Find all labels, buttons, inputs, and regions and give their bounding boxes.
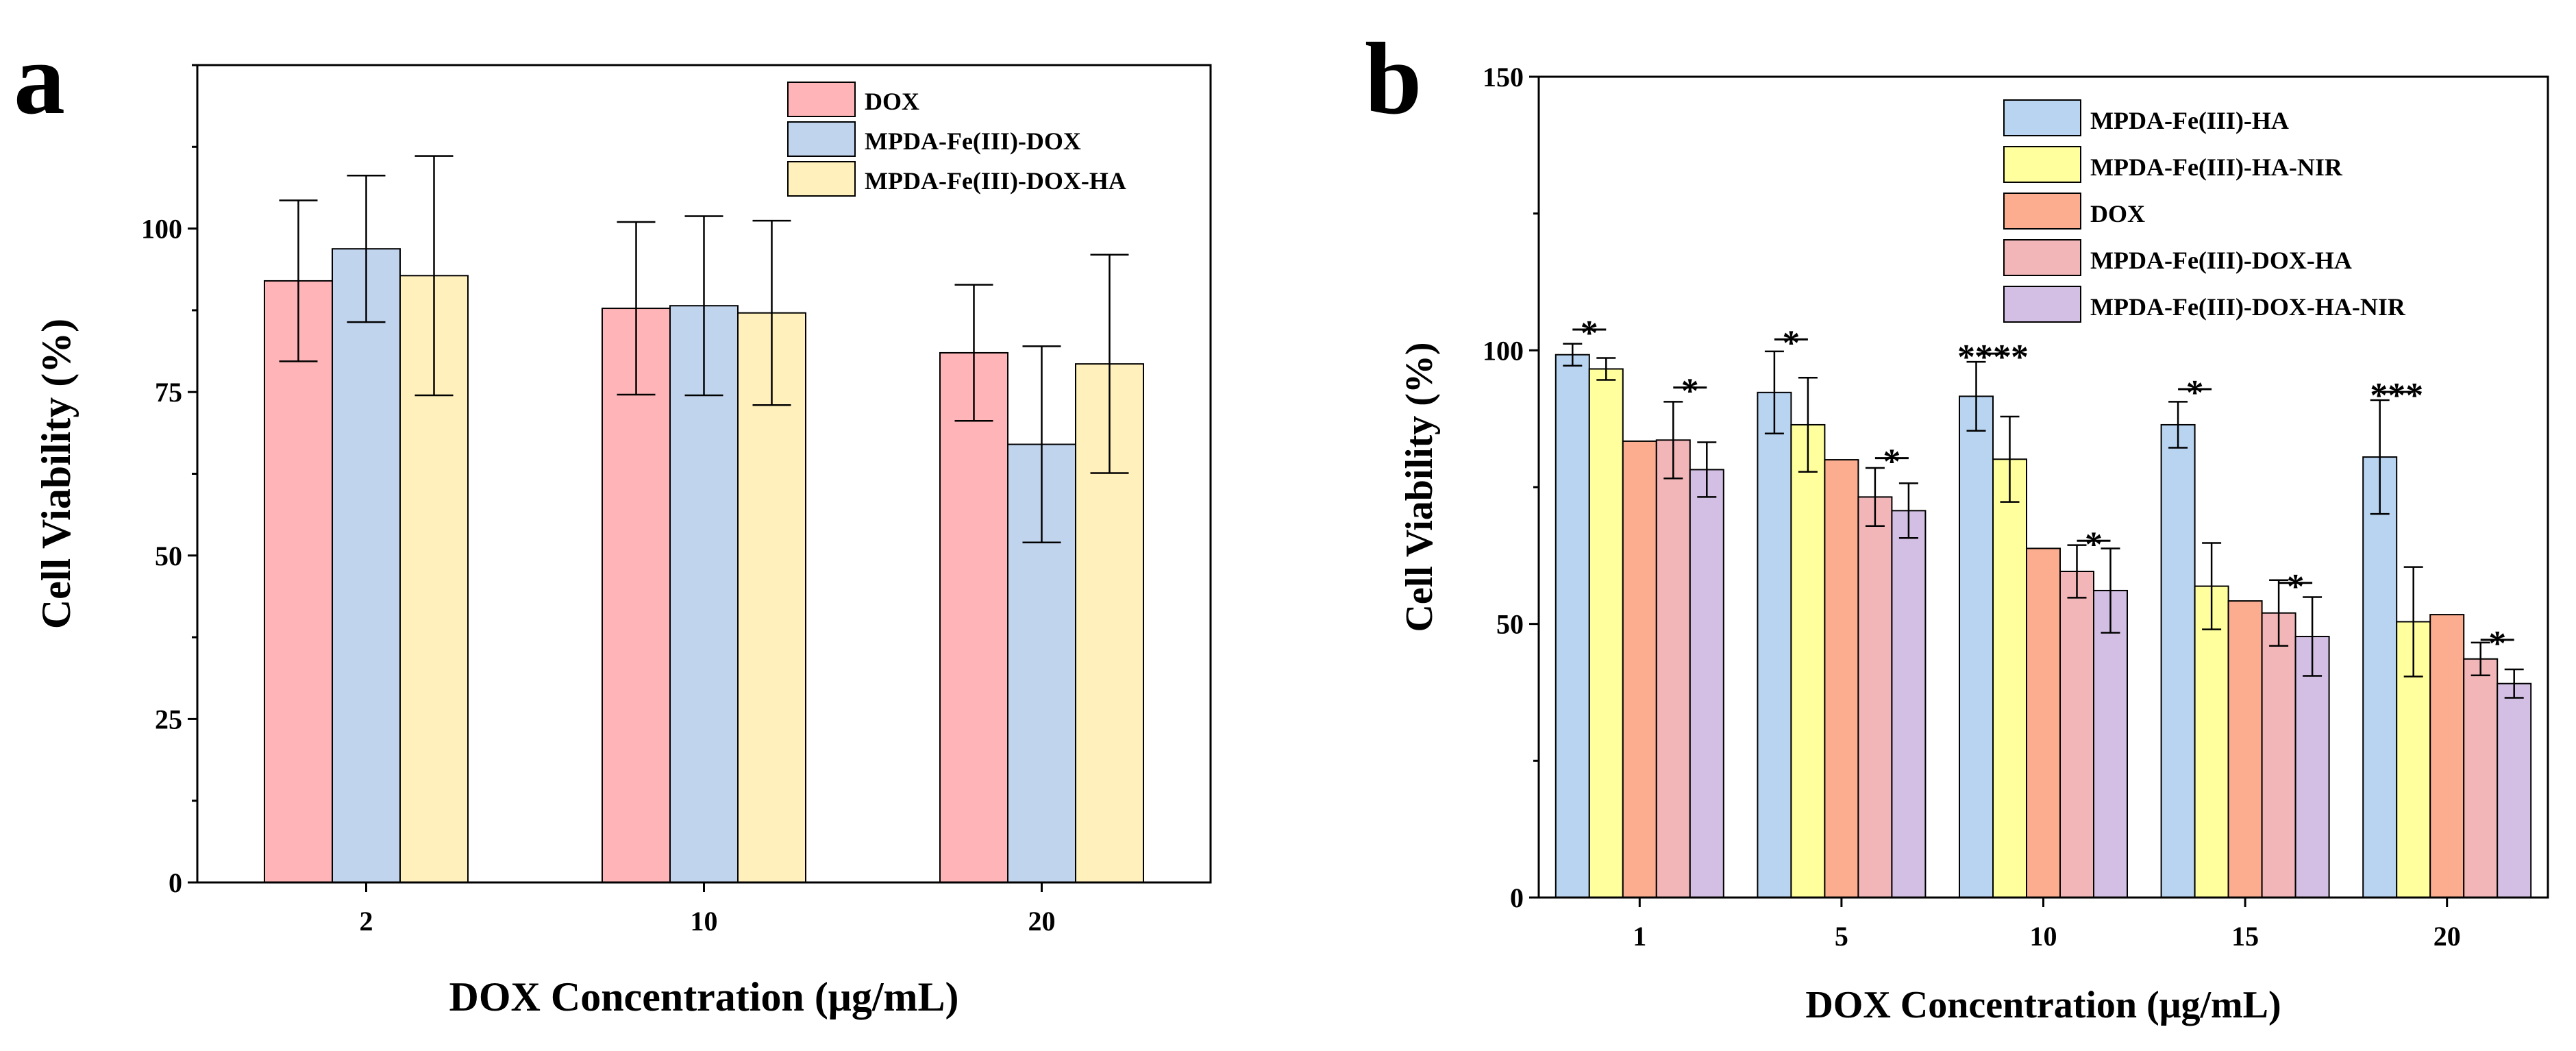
bar: [264, 280, 333, 883]
y-tick-label: 75: [155, 377, 182, 408]
bar: [2093, 589, 2128, 898]
bar: [737, 312, 806, 883]
y-tick-label: 0: [169, 867, 182, 898]
bar: [1857, 496, 1893, 898]
x-axis-title: DOX Concentration (μg/mL): [1805, 984, 2281, 1026]
bar: [2227, 600, 2263, 898]
bar: [602, 308, 671, 883]
legend-swatch: [2003, 146, 2081, 183]
bar: [1655, 439, 1691, 898]
significance-label: *: [2287, 567, 2305, 606]
bar: [2429, 614, 2465, 899]
x-tick-label: 1: [1633, 921, 1646, 952]
x-tick-label: 10: [2030, 921, 2057, 952]
bar: [669, 305, 739, 884]
bar: [1689, 469, 1724, 898]
bar: [1588, 368, 1624, 898]
significance-label: *: [1581, 314, 1598, 353]
y-tick-label: 150: [1483, 62, 1524, 92]
legend-swatch: [787, 121, 856, 157]
y-tick-label: 100: [141, 214, 182, 245]
legend-swatch: [787, 161, 856, 197]
bar: [1992, 458, 2027, 898]
legend-entry-label: MPDA-Fe(III)-DOX-HA-NIR: [2090, 293, 2406, 321]
legend-entry-label: MPDA-Fe(III)-DOX-HA: [865, 167, 1126, 195]
legend-entry-label: MPDA-Fe(III)-HA: [2090, 107, 2289, 134]
bar: [2026, 547, 2061, 899]
y-tick-label: 25: [155, 704, 182, 734]
x-tick-label: 10: [691, 906, 718, 937]
legend-entry-label: MPDA-Fe(III)-HA-NIR: [2090, 153, 2343, 181]
significance-label: *: [1883, 443, 1900, 482]
significance-label: *: [2186, 373, 2204, 412]
bar: [1757, 391, 1792, 898]
x-tick-label: 20: [2433, 921, 2461, 952]
significance-label: *: [2488, 624, 2506, 663]
bar: [332, 248, 401, 883]
bar: [1959, 395, 1994, 898]
significance-label: ****: [1957, 338, 2029, 377]
legend-entry-label: MPDA-Fe(III)-DOX: [865, 127, 1081, 155]
bar: [1891, 510, 1927, 898]
panel-label: b: [1365, 22, 1422, 136]
bar: [2160, 423, 2196, 898]
y-axis-title: Cell Viability (%): [34, 319, 79, 629]
y-tick-label: 100: [1483, 335, 1524, 366]
bar: [2463, 658, 2499, 898]
y-tick-label: 0: [1510, 882, 1524, 913]
legend-swatch: [2003, 193, 2081, 230]
bar: [1790, 423, 1826, 898]
bar: [1622, 440, 1657, 898]
legend-swatch: [2003, 286, 2081, 323]
significance-label: *: [1681, 372, 1699, 411]
y-tick-label: 50: [155, 541, 182, 571]
x-tick-label: 5: [1835, 921, 1848, 952]
panel-label: a: [14, 22, 65, 136]
legend-entry-label: DOX: [2090, 200, 2145, 227]
significance-label: *: [1782, 323, 1800, 362]
bar: [939, 351, 1008, 883]
legend-swatch: [2003, 239, 2081, 276]
bar: [2261, 612, 2296, 899]
x-axis-title: DOX Concentration (μg/mL): [449, 974, 959, 1019]
y-tick-label: 50: [1496, 609, 1524, 640]
legend-swatch: [787, 82, 856, 117]
x-tick-label: 15: [2231, 921, 2259, 952]
significance-label: ***: [2370, 376, 2423, 415]
panel-a-chart: a 0 25 50 75 100 2 10 20 DOX Concentration (μg/mL…: [14, 22, 1212, 1019]
bar: [2362, 456, 2398, 898]
x-tick-label: 2: [360, 906, 373, 937]
significance-label: *: [2085, 525, 2103, 564]
bar: [2294, 636, 2330, 898]
legend-entry-label: DOX: [865, 88, 919, 115]
bar: [2497, 682, 2532, 898]
y-axis-title: Cell Viability (%): [1398, 342, 1441, 632]
x-tick-label: 20: [1028, 906, 1056, 937]
bar: [2194, 585, 2229, 898]
bar: [1824, 459, 1859, 898]
bar: [2059, 570, 2094, 899]
legend-entry-label: MPDA-Fe(III)-DOX-HA: [2090, 247, 2352, 274]
legend-swatch: [2003, 99, 2081, 136]
bar: [1555, 354, 1590, 898]
